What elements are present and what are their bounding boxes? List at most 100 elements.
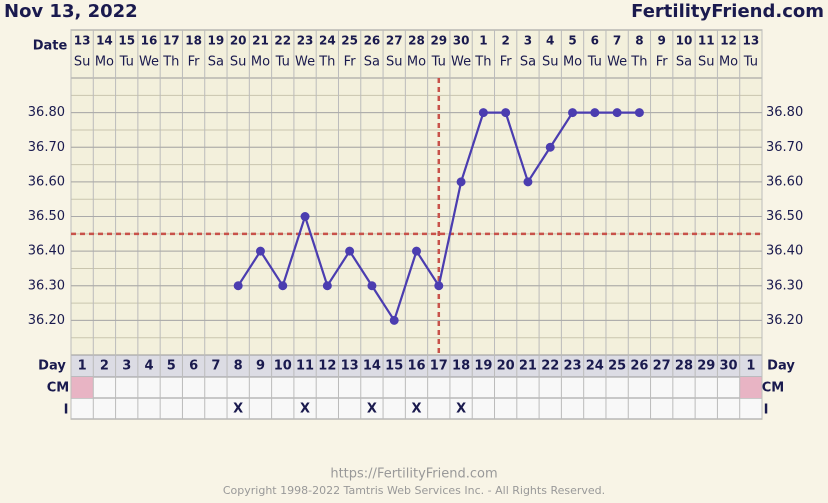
cm-cell bbox=[71, 377, 94, 398]
x-tick-label: 18 bbox=[185, 34, 202, 48]
x-tick-label: 8 bbox=[635, 34, 643, 48]
weekday-label: Fr bbox=[656, 55, 669, 70]
cycle-day: 7 bbox=[211, 359, 220, 374]
cycle-day: 26 bbox=[630, 359, 648, 374]
x-tick-label: 4 bbox=[546, 34, 554, 48]
y-tick-label: 36.40 bbox=[28, 244, 65, 259]
x-tick-label: 14 bbox=[96, 34, 113, 48]
y-tick-label: 36.20 bbox=[28, 313, 65, 328]
temperature-point bbox=[233, 281, 243, 291]
cycle-day: 21 bbox=[519, 359, 537, 374]
intercourse-mark: X bbox=[233, 402, 243, 417]
weekday-label: Th bbox=[630, 55, 647, 70]
temperature-point bbox=[255, 246, 265, 256]
weekday-label: Mo bbox=[251, 55, 270, 70]
date-label: Date bbox=[33, 39, 68, 54]
footer-url: https://FertilityFriend.com bbox=[330, 467, 497, 482]
x-tick-label: 21 bbox=[252, 34, 269, 48]
cycle-day: 13 bbox=[341, 359, 359, 374]
temperature-point bbox=[634, 108, 644, 118]
temperature-point bbox=[456, 177, 466, 187]
weekday-label: Fr bbox=[344, 55, 357, 70]
weekday-label: Tu bbox=[275, 55, 290, 70]
weekday-label: We bbox=[451, 55, 471, 70]
y-tick-label: 36.40 bbox=[766, 244, 803, 259]
cm-label: CM bbox=[47, 381, 69, 396]
weekday-label: Th bbox=[474, 55, 491, 70]
x-tick-label: 3 bbox=[524, 34, 532, 48]
x-tick-label: 11 bbox=[698, 34, 715, 48]
temperature-point bbox=[590, 108, 600, 118]
temperature-point bbox=[612, 108, 622, 118]
x-tick-label: 24 bbox=[319, 34, 336, 48]
x-tick-label: 1 bbox=[479, 34, 487, 48]
x-tick-label: 29 bbox=[430, 34, 447, 48]
temperature-point bbox=[523, 177, 533, 187]
cycle-day: 18 bbox=[452, 359, 470, 374]
x-tick-label: 25 bbox=[341, 34, 358, 48]
x-tick-label: 13 bbox=[743, 34, 760, 48]
x-tick-label: 27 bbox=[386, 34, 403, 48]
weekday-label: Sa bbox=[676, 55, 692, 70]
weekday-label: Tu bbox=[743, 55, 758, 70]
weekday-label: Su bbox=[542, 55, 559, 70]
x-tick-label: 5 bbox=[568, 34, 576, 48]
x-tick-label: 28 bbox=[408, 34, 425, 48]
cycle-day: 24 bbox=[586, 359, 604, 374]
y-tick-label: 36.50 bbox=[28, 209, 65, 224]
temperature-point bbox=[345, 246, 355, 256]
x-tick-label: 9 bbox=[658, 34, 666, 48]
cycle-day: 20 bbox=[497, 359, 515, 374]
cycle-day: 28 bbox=[675, 359, 693, 374]
x-tick-label: 6 bbox=[591, 34, 599, 48]
cycle-day: 16 bbox=[407, 359, 425, 374]
x-tick-label: 23 bbox=[297, 34, 314, 48]
x-tick-label: 20 bbox=[230, 34, 247, 48]
cycle-day: 2 bbox=[100, 359, 109, 374]
brand: FertilityFriend.com bbox=[631, 1, 824, 22]
footer-copyright: Copyright 1998-2022 Tamtris Web Services… bbox=[223, 484, 605, 497]
y-tick-label: 36.20 bbox=[766, 313, 803, 328]
cycle-day: 9 bbox=[256, 359, 265, 374]
intercourse-mark: X bbox=[456, 402, 466, 417]
weekday-label: Tu bbox=[119, 55, 134, 70]
temperature-point bbox=[478, 108, 488, 118]
x-tick-label: 26 bbox=[364, 34, 381, 48]
cycle-day: 23 bbox=[563, 359, 581, 374]
y-tick-label: 36.60 bbox=[28, 174, 65, 189]
weekday-label: Mo bbox=[563, 55, 582, 70]
cycle-day: 1 bbox=[78, 359, 87, 374]
intercourse-mark: X bbox=[411, 402, 421, 417]
cycle-day: 5 bbox=[167, 359, 176, 374]
cycle-day: 15 bbox=[385, 359, 403, 374]
temperature-point bbox=[434, 281, 444, 291]
x-tick-label: 2 bbox=[501, 34, 509, 48]
y-tick-label: 36.80 bbox=[766, 105, 803, 120]
cycle-day: 14 bbox=[363, 359, 381, 374]
weekday-label: Tu bbox=[587, 55, 602, 70]
y-tick-label: 36.30 bbox=[28, 278, 65, 293]
weekday-label: Th bbox=[162, 55, 179, 70]
cycle-day: 12 bbox=[318, 359, 336, 374]
temperature-point bbox=[300, 212, 310, 221]
intercourse-label: I bbox=[64, 403, 69, 418]
weekday-label: We bbox=[139, 55, 159, 70]
cycle-day: 11 bbox=[296, 359, 314, 374]
x-tick-label: 16 bbox=[141, 34, 158, 48]
temperature-point bbox=[568, 108, 578, 118]
x-tick-label: 22 bbox=[274, 34, 291, 48]
plot-area bbox=[70, 29, 763, 356]
weekday-label: Su bbox=[74, 55, 91, 70]
cycle-day: 3 bbox=[122, 359, 131, 374]
cm-row bbox=[70, 376, 763, 399]
y-tick-label: 36.80 bbox=[28, 105, 65, 120]
weekday-label: Su bbox=[698, 55, 715, 70]
x-tick-label: 15 bbox=[118, 34, 135, 48]
y-tick-label: 36.60 bbox=[766, 174, 803, 189]
cycle-day: 30 bbox=[720, 359, 738, 374]
weekday-label: Th bbox=[318, 55, 335, 70]
weekday-label: Sa bbox=[520, 55, 536, 70]
weekday-label: Fr bbox=[188, 55, 201, 70]
cycle-day: 17 bbox=[430, 359, 448, 374]
